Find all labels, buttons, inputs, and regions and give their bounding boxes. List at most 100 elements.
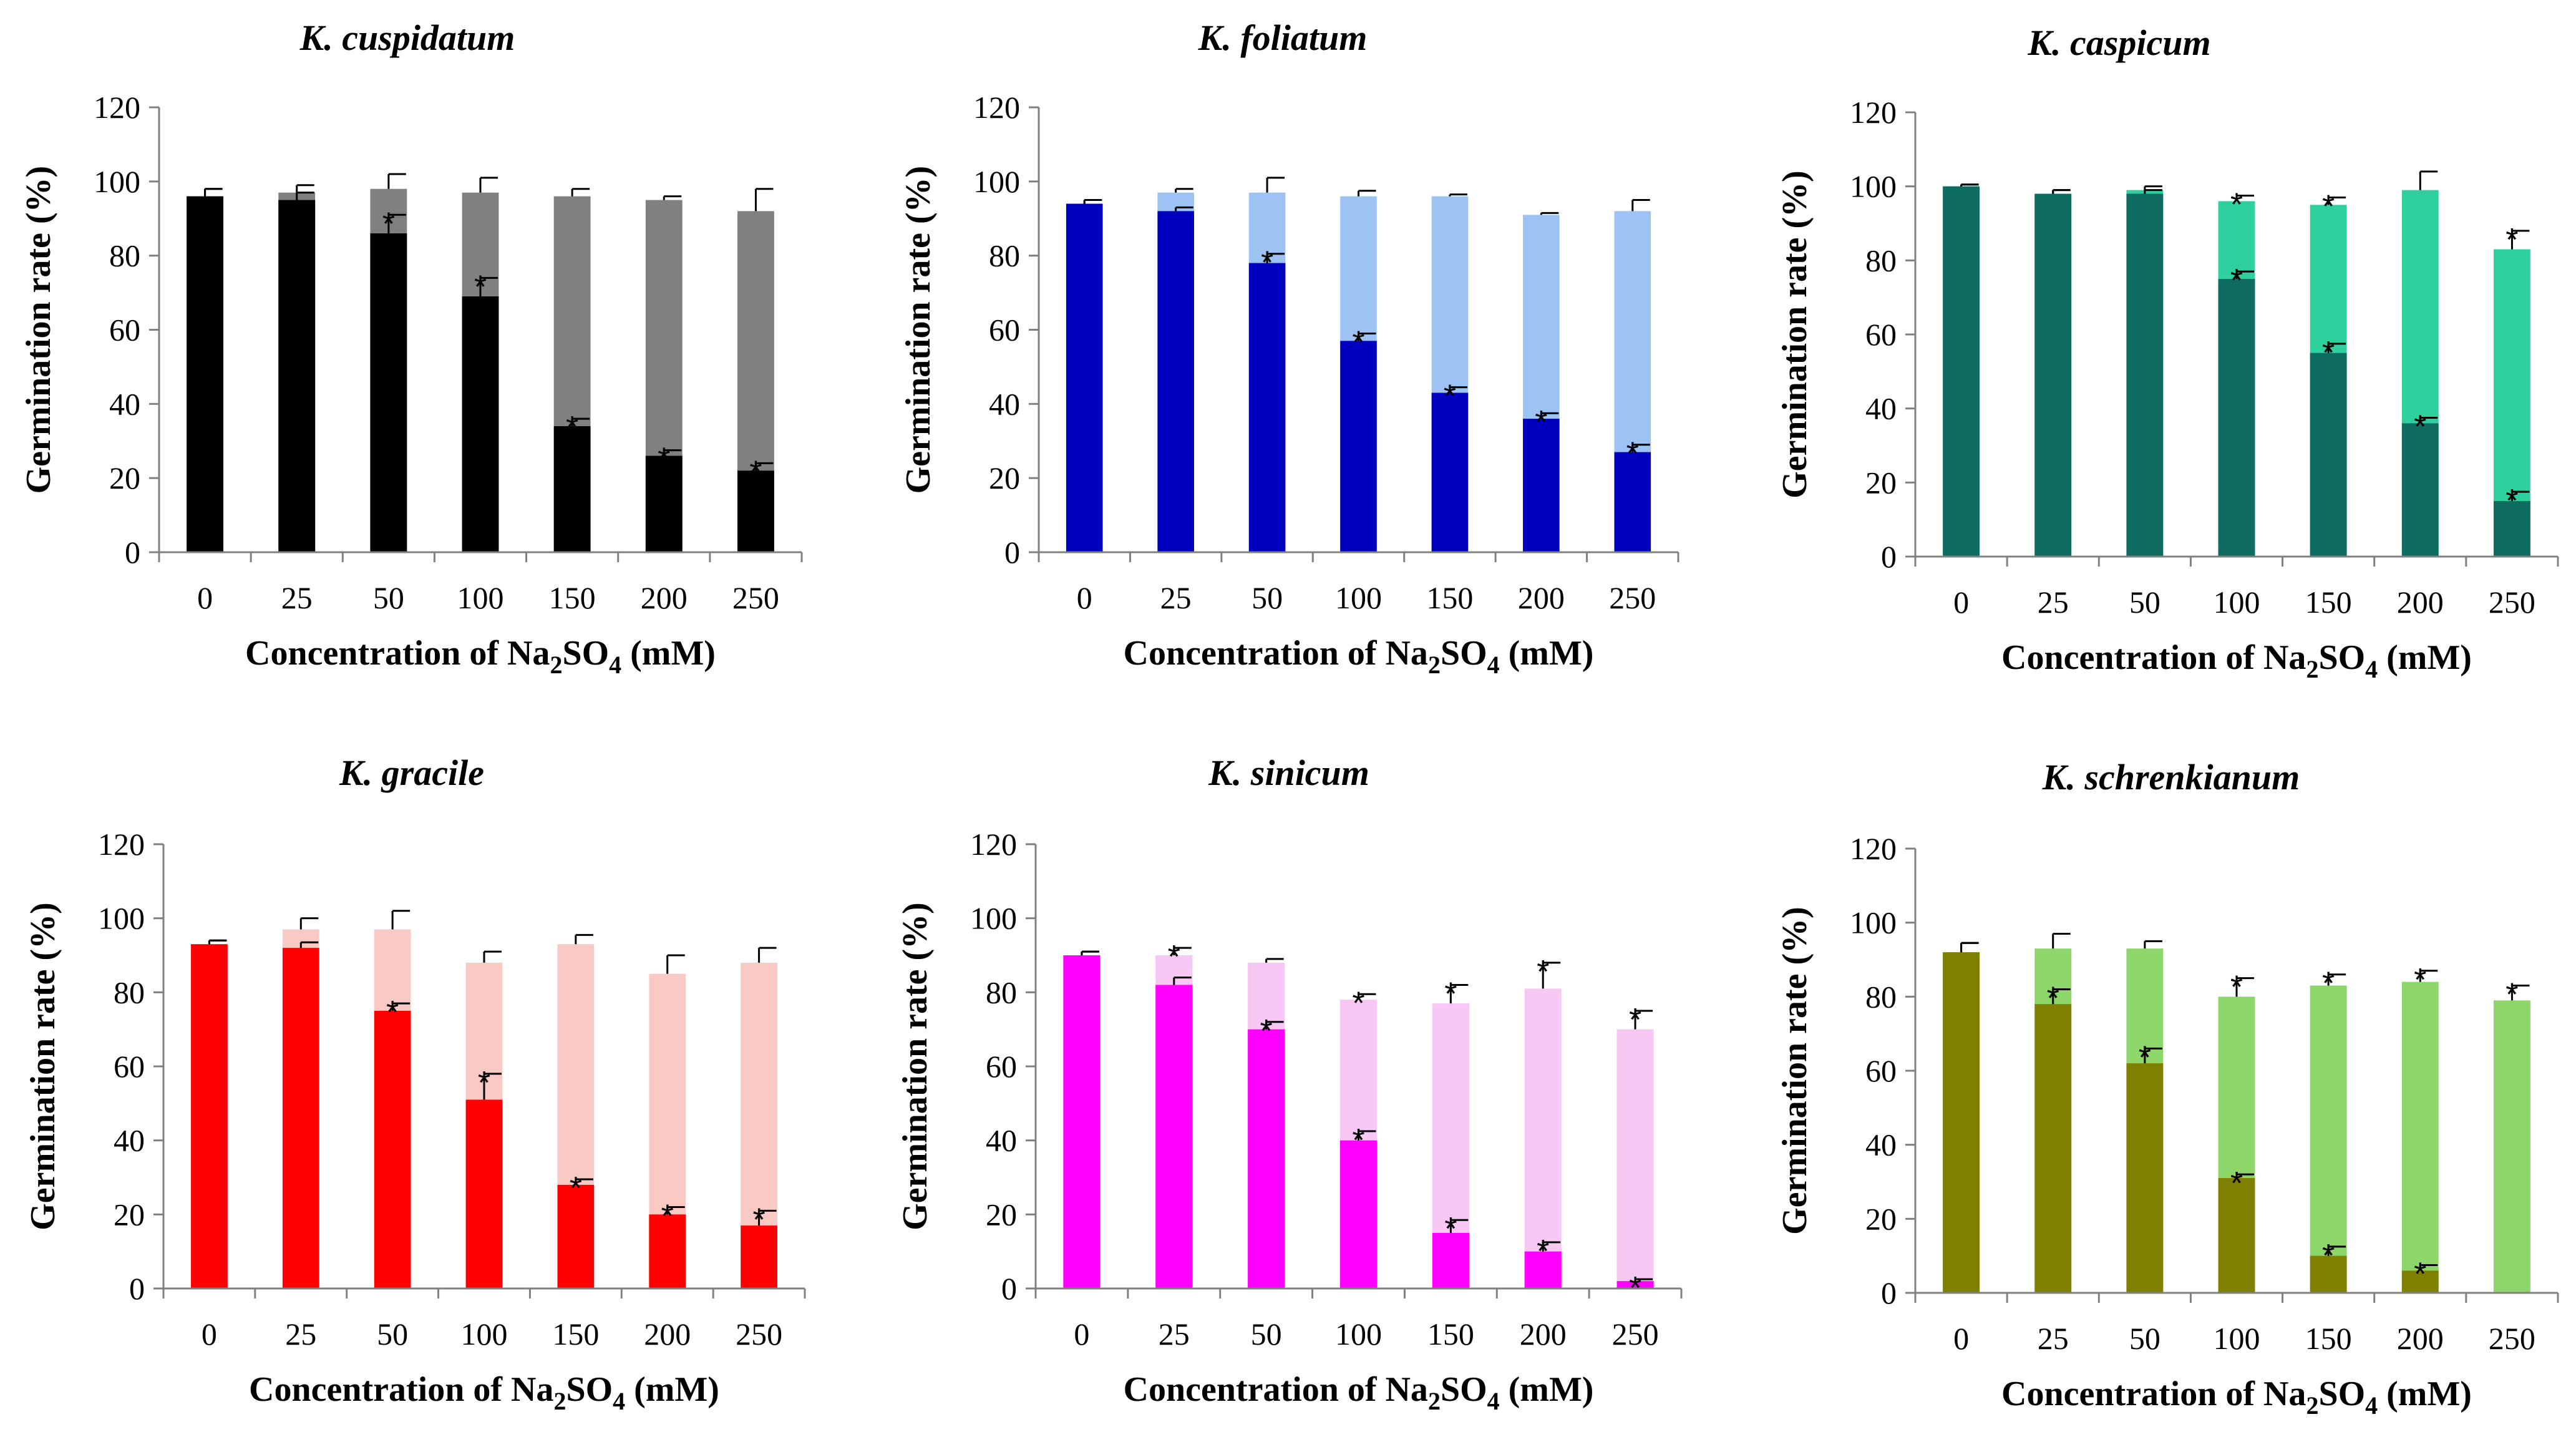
significance-star: * [570, 1171, 582, 1207]
significance-star: * [474, 269, 487, 305]
significance-star: * [658, 442, 670, 478]
significance-star: * [2139, 1040, 2151, 1076]
significance-star: * [478, 1065, 490, 1101]
bar-front-50 [370, 233, 407, 552]
x-tick-label: 50 [377, 1317, 408, 1352]
bar-front-50 [2126, 193, 2164, 557]
x-tick-label: 25 [2038, 585, 2069, 620]
x-tick-label: 200 [2397, 585, 2444, 620]
chart-title: K. caspicum [2027, 22, 2210, 63]
y-tick-label: 0 [125, 535, 140, 570]
bar-front-250 [737, 470, 774, 552]
x-tick-label: 100 [1335, 580, 1382, 615]
bar-front-150 [557, 1184, 595, 1288]
y-axis-title: Germination rate (%) [24, 902, 62, 1230]
x-tick-label: 100 [1335, 1317, 1382, 1352]
bar-front-100 [465, 1099, 503, 1288]
x-tick-label: 150 [2305, 1321, 2352, 1356]
bar-front-200 [2401, 1270, 2439, 1293]
bar-front-250 [1616, 1281, 1654, 1288]
y-tick-label: 100 [970, 901, 1017, 936]
bar-front-0 [191, 944, 228, 1288]
bar-front-250 [2494, 501, 2530, 557]
x-axis-title: Concentration of Na2SO4 (mM) [245, 634, 716, 679]
y-tick-label: 60 [109, 313, 140, 348]
y-tick-label: 60 [114, 1049, 145, 1084]
y-tick-label: 0 [1004, 535, 1020, 570]
chart-title: K. gracile [339, 753, 484, 793]
significance-star: * [1444, 976, 1457, 1012]
chart-panel-1: K. cuspidatum * * * * * 0 20 40 60 80 100 120 0 25 50 10… [19, 17, 803, 679]
x-tick-label: 250 [732, 580, 779, 615]
significance-star: * [1261, 245, 1273, 281]
x-tick-label: 50 [373, 580, 404, 615]
y-tick-label: 0 [129, 1271, 145, 1306]
bar-front-25 [2034, 193, 2072, 557]
x-tick-label: 250 [736, 1317, 782, 1352]
significance-star: * [2230, 1166, 2243, 1202]
x-tick-label: 250 [2489, 1321, 2535, 1356]
bar-front-100 [2218, 1178, 2255, 1293]
significance-star: * [1535, 404, 1547, 441]
y-axis-title: Germination rate (%) [1776, 907, 1814, 1235]
bar-front-150 [2310, 353, 2347, 557]
x-tick-label: 25 [281, 580, 313, 615]
x-tick-label: 100 [457, 580, 504, 615]
bar-front-100 [1339, 1140, 1378, 1288]
x-tick-label: 250 [1612, 1317, 1659, 1352]
significance-star: * [386, 995, 399, 1031]
x-tick-label: 0 [1077, 580, 1092, 615]
y-axis-title: Germination rate (%) [19, 166, 58, 494]
y-tick-label: 80 [986, 975, 1017, 1010]
significance-star: * [1352, 985, 1364, 1021]
significance-star: * [2414, 409, 2426, 446]
x-tick-label: 50 [2129, 585, 2160, 620]
x-tick-label: 150 [1427, 1317, 1474, 1352]
x-tick-label: 200 [641, 580, 688, 615]
bar-front-150 [553, 426, 591, 552]
x-tick-label: 100 [2214, 1321, 2260, 1356]
y-tick-label: 20 [1865, 1201, 1897, 1236]
y-tick-label: 120 [94, 90, 140, 125]
y-tick-label: 40 [114, 1123, 145, 1158]
significance-star: * [2506, 483, 2518, 519]
bar-back-250 [2494, 1000, 2530, 1293]
x-tick-label: 25 [1159, 1317, 1190, 1352]
bar-front-50 [2126, 1063, 2164, 1293]
significance-star: * [752, 1202, 765, 1238]
y-tick-label: 0 [1001, 1271, 1017, 1306]
x-tick-label: 100 [461, 1317, 508, 1352]
y-tick-label: 100 [973, 164, 1020, 199]
significance-star: * [566, 410, 578, 446]
y-tick-label: 80 [1865, 979, 1897, 1014]
bar-front-200 [1523, 419, 1560, 552]
y-tick-label: 60 [1865, 317, 1897, 352]
chart-title: K. sinicum [1208, 753, 1369, 793]
x-tick-label: 0 [1953, 1321, 1969, 1356]
bar-front-200 [645, 455, 683, 552]
y-tick-label: 40 [989, 386, 1020, 421]
y-tick-label: 120 [1850, 95, 1897, 130]
x-tick-label: 50 [1251, 1317, 1282, 1352]
bar-front-150 [2310, 1255, 2347, 1293]
chart-panel-2: K. foliatum * * * * * 0 20 40 60 80 100 120 0 25 50 100 1… [899, 17, 1679, 679]
y-tick-label: 40 [109, 386, 140, 421]
bar-front-150 [1431, 392, 1469, 552]
bar-front-250 [1614, 452, 1651, 552]
bar-front-150 [1432, 1233, 1469, 1288]
y-axis-title: Germination rate (%) [899, 166, 938, 494]
x-tick-label: 250 [1609, 580, 1656, 615]
significance-star: * [1444, 1211, 1457, 1247]
y-tick-label: 100 [1850, 905, 1897, 940]
y-tick-label: 80 [109, 238, 140, 273]
x-tick-label: 200 [1520, 1317, 1567, 1352]
x-tick-label: 25 [1160, 580, 1192, 615]
significance-star: * [2047, 980, 2059, 1016]
x-tick-label: 250 [2489, 585, 2535, 620]
bar-back-250 [1616, 1029, 1654, 1288]
chart-panel-4: K. gracile * * * * * 0 20 40 60 80 100 120 0 25 50 100 15… [24, 753, 806, 1415]
y-tick-label: 20 [986, 1197, 1017, 1232]
bar-front-50 [1248, 1029, 1285, 1288]
y-tick-label: 120 [973, 90, 1020, 125]
